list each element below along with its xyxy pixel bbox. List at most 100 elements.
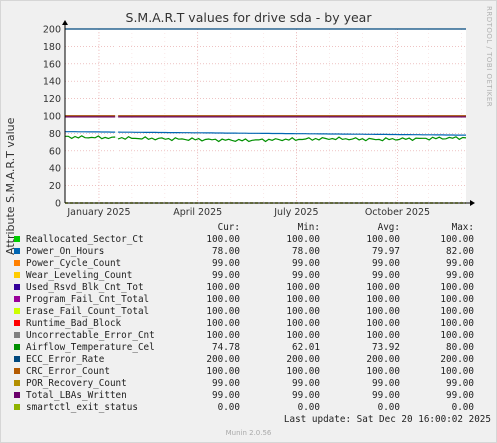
chart-title: S.M.A.R.T values for drive sda - by year [125, 10, 372, 25]
legend-row: Used_Rsvd_Blk_Cnt_Tot 100.00 100.00 100.00 1… [12, 282, 492, 294]
legend-swatch [14, 404, 20, 410]
legend-row: Program_Fail_Cnt_Total 100.00 100.00 100.00… [12, 294, 492, 306]
legend-cur-value: 100.00 [206, 330, 240, 341]
legend-row: ECC_Error_Rate 200.00 200.00 200.00 200.00 [12, 354, 492, 366]
legend-avg-value: 100.00 [366, 330, 400, 341]
legend-row: smartctl_exit_status 0.00 0.00 0.00 0.00 [12, 402, 492, 414]
legend-cur-value: 99.00 [212, 270, 240, 281]
legend-avg-value: 100.00 [366, 294, 400, 305]
legend-max-value: 80.00 [446, 342, 474, 353]
y-axis-arrow [62, 20, 68, 25]
legend-max-value: 100.00 [440, 306, 474, 317]
col-max-header: Max: [451, 222, 474, 233]
legend-row: Runtime_Bad_Block 100.00 100.00 100.00 100.0… [12, 318, 492, 330]
y-tick-label: 20 [49, 181, 61, 192]
legend-min-value: 100.00 [286, 234, 320, 245]
legend-cur-value: 100.00 [206, 366, 240, 377]
legend-cur-value: 100.00 [206, 234, 240, 245]
legend-max-value: 99.00 [446, 378, 474, 389]
legend-max-value: 100.00 [440, 366, 474, 377]
legend-avg-value: 99.00 [372, 258, 400, 269]
legend-series-name: Uncorrectable_Error_Cnt [26, 330, 155, 341]
x-tick-label: October 2025 [365, 207, 430, 218]
legend-cur-value: 74.78 [212, 342, 240, 353]
legend-series-name: smartctl_exit_status [26, 402, 138, 413]
legend-swatch [14, 392, 20, 398]
y-tick-label: 140 [43, 77, 61, 88]
legend-cur-value: 100.00 [206, 318, 240, 329]
legend-series-name: Reallocated_Sector_Ct [26, 234, 144, 245]
legend-max-value: 99.00 [446, 390, 474, 401]
legend-min-value: 200.00 [286, 354, 320, 365]
legend-max-value: 0.00 [451, 402, 474, 413]
legend-series-name: Power_On_Hours [26, 246, 105, 257]
legend-series-name: ECC_Error_Rate [26, 354, 105, 365]
legend-min-value: 99.00 [292, 258, 320, 269]
data-gap [115, 30, 119, 202]
legend-swatch [14, 272, 20, 278]
col-avg-header: Avg: [377, 222, 400, 233]
y-tick-label: 120 [43, 94, 61, 105]
legend-row: CRC_Error_Count 100.00 100.00 100.00 100.00 [12, 366, 492, 378]
legend-max-value: 99.00 [446, 258, 474, 269]
legend-min-value: 99.00 [292, 378, 320, 389]
legend-max-value: 100.00 [440, 294, 474, 305]
legend-min-value: 100.00 [286, 294, 320, 305]
legend-swatch [14, 332, 20, 338]
legend-min-value: 99.00 [292, 390, 320, 401]
y-tick-label: 40 [49, 164, 61, 175]
series-line [65, 131, 466, 136]
legend-row: Power_Cycle_Count 99.00 99.00 99.00 99.00 [12, 258, 492, 270]
legend-row: Reallocated_Sector_Ct 100.00 100.00 100.00 1… [12, 234, 492, 246]
legend-avg-value: 73.92 [372, 342, 400, 353]
legend-swatch [14, 380, 20, 386]
legend-swatch [14, 236, 20, 242]
legend-row: Erase_Fail_Count_Total 100.00 100.00 100.00… [12, 306, 492, 318]
legend-max-value: 99.00 [446, 270, 474, 281]
x-axis-arrow [470, 200, 475, 206]
legend-series-name: CRC_Error_Count [26, 366, 110, 377]
legend-cur-value: 200.00 [206, 354, 240, 365]
legend-row: Total_LBAs_Written 99.00 99.00 99.00 99.00 [12, 390, 492, 402]
legend-row: POR_Recovery_Count 99.00 99.00 99.00 99.00 [12, 378, 492, 390]
legend-min-value: 100.00 [286, 366, 320, 377]
legend-max-value: 100.00 [440, 282, 474, 293]
legend-max-value: 200.00 [440, 354, 474, 365]
legend-avg-value: 100.00 [366, 366, 400, 377]
legend-swatch [14, 308, 20, 314]
legend-row: Wear_Leveling_Count 99.00 99.00 99.00 99.00 [12, 270, 492, 282]
y-tick-label: 100 [43, 112, 61, 123]
y-tick-label: 80 [49, 129, 61, 140]
legend-avg-value: 99.00 [372, 378, 400, 389]
y-tick-label: 0 [55, 199, 61, 210]
last-update: Last update: Sat Dec 20 16:00:02 2025 [283, 414, 491, 425]
legend-max-value: 100.00 [440, 234, 474, 245]
legend-rows: Reallocated_Sector_Ct 100.00 100.00 100.00 1… [12, 234, 492, 414]
y-tick-label: 180 [43, 42, 61, 53]
legend-swatch [14, 284, 20, 290]
legend-cur-value: 99.00 [212, 378, 240, 389]
series-line [65, 135, 467, 143]
legend-avg-value: 100.00 [366, 282, 400, 293]
legend-swatch [14, 260, 20, 266]
legend-cur-value: 99.00 [212, 258, 240, 269]
legend-series-name: POR_Recovery_Count [26, 378, 127, 389]
legend: Cur: Min: Avg: Max: Reallocated_Sector_C… [12, 222, 492, 414]
legend-series-name: Total_LBAs_Written [26, 390, 127, 401]
legend-series-name: Power_Cycle_Count [26, 258, 122, 269]
legend-cur-value: 0.00 [217, 402, 240, 413]
legend-max-value: 82.00 [446, 246, 474, 257]
legend-swatch [14, 368, 20, 374]
legend-avg-value: 79.97 [372, 246, 400, 257]
x-tick-label: July 2025 [273, 207, 318, 218]
legend-max-value: 100.00 [440, 330, 474, 341]
legend-min-value: 0.00 [297, 402, 320, 413]
legend-min-value: 99.00 [292, 270, 320, 281]
legend-series-name: Airflow_Temperature_Cel [26, 342, 155, 353]
munin-version: Munin 2.0.56 [225, 429, 272, 437]
legend-min-value: 78.00 [292, 246, 320, 257]
legend-cur-value: 99.00 [212, 390, 240, 401]
legend-cur-value: 100.00 [206, 294, 240, 305]
legend-avg-value: 100.00 [366, 306, 400, 317]
